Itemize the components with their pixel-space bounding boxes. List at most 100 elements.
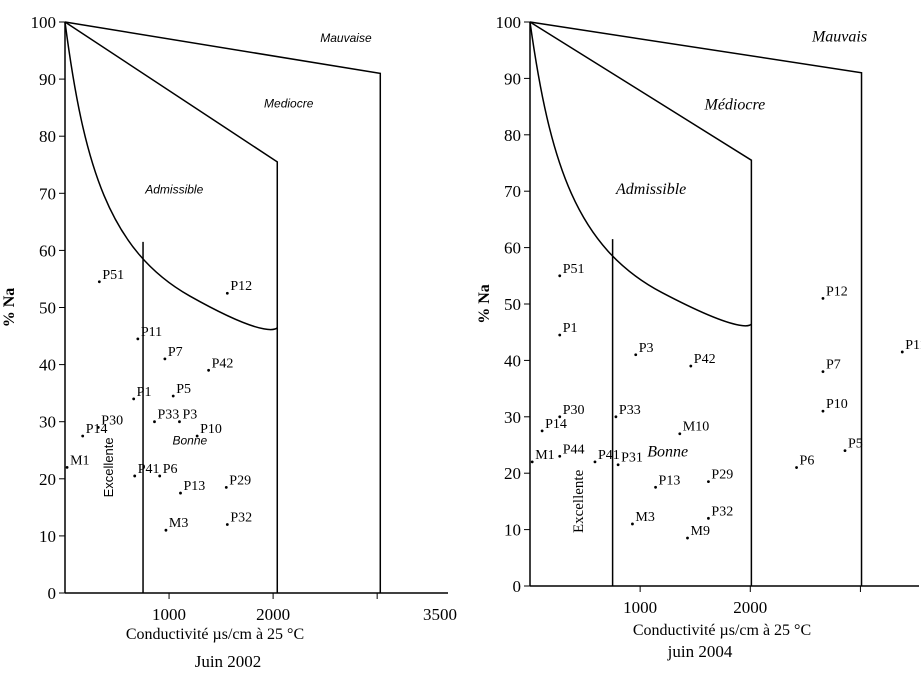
mediocre-boundary <box>64 21 279 593</box>
y-tick-label: 30 <box>39 413 56 432</box>
data-point-label: P5 <box>848 437 863 452</box>
data-point-label: M3 <box>169 516 188 531</box>
data-point-label: P44 <box>563 442 585 457</box>
data-point <box>171 394 175 398</box>
data-point-label: P14 <box>545 417 567 432</box>
data-point-label: P13 <box>184 479 206 494</box>
data-point <box>654 485 657 489</box>
y-axis-label: % Na <box>476 284 493 324</box>
mediocre-boundary <box>529 21 753 586</box>
data-point-label: P12 <box>826 284 848 299</box>
y-tick-label: 60 <box>39 241 56 260</box>
data-point <box>821 409 825 413</box>
y-tick-label: 40 <box>504 351 521 370</box>
data-point-label: P1 <box>563 321 578 336</box>
data-point <box>195 434 199 438</box>
y-tick-label: 30 <box>504 408 521 427</box>
data-point-label: P7 <box>168 345 183 360</box>
data-point <box>614 415 618 419</box>
data-point-label: P13 <box>659 473 681 488</box>
y-tick-label: 0 <box>513 577 522 596</box>
data-point <box>207 368 210 372</box>
y-tick-label: 40 <box>39 356 56 375</box>
data-point-label: P14 <box>86 422 108 437</box>
x-axis-label: Conductivité µs/cm à 25 °C <box>633 622 811 639</box>
y-tick-label: 80 <box>504 126 521 145</box>
y-tick-label: 20 <box>504 464 521 483</box>
y-tick-label: 50 <box>39 299 56 318</box>
data-point-label: P3 <box>639 341 654 356</box>
data-point-label: P7 <box>826 358 841 373</box>
data-point <box>97 280 101 284</box>
data-point-label: M1 <box>70 453 89 468</box>
data-point <box>795 466 798 469</box>
data-point <box>558 274 562 278</box>
data-point-label: P51 <box>563 262 585 277</box>
x-tick-label: 2000 <box>733 598 767 617</box>
y-tick-label: 100 <box>496 13 522 32</box>
x-axis-label: Conductivité µs/cm à 25 °C <box>126 626 304 643</box>
y-tick-label: 90 <box>39 70 56 89</box>
zone-label: Mediocre <box>264 97 314 111</box>
data-point <box>163 357 167 361</box>
data-point <box>179 491 182 495</box>
data-point-label: P10 <box>200 422 222 437</box>
zone-label: Admissible <box>615 181 686 198</box>
data-point <box>81 434 85 438</box>
data-point-label: P41 <box>598 448 620 463</box>
admissible-boundary <box>64 21 278 331</box>
data-point-label: M3 <box>635 510 654 525</box>
zone-label: Bonne <box>173 434 208 448</box>
zone-label: Médiocre <box>704 96 766 113</box>
data-point <box>843 449 847 453</box>
chart-title: Juin 2002 <box>195 652 262 671</box>
data-point-label: P11 <box>905 338 921 353</box>
data-point-label: P33 <box>619 403 641 418</box>
admissible-boundary <box>529 21 753 327</box>
x-tick-label: 1000 <box>623 598 657 617</box>
data-point-label: P11 <box>141 325 162 340</box>
y-tick-label: 70 <box>39 184 56 203</box>
zone-label: Mauvais <box>811 29 867 46</box>
data-point <box>96 426 100 429</box>
data-point <box>136 337 140 341</box>
y-tick-label: 70 <box>504 182 521 201</box>
data-point-label: P51 <box>102 268 124 283</box>
data-point <box>631 522 634 526</box>
data-point <box>133 474 137 478</box>
data-point <box>153 420 156 424</box>
data-point <box>225 523 229 526</box>
data-point <box>530 460 534 464</box>
chart-panel-2: 0 10 20 30 40 50 60 70 80 90 100 1000 2000 Mauvais Méd… <box>476 13 921 661</box>
data-point-label: P3 <box>182 408 197 423</box>
data-point-label: P30 <box>563 403 585 418</box>
data-point-label: P10 <box>826 397 848 412</box>
data-point-label: M9 <box>691 524 710 539</box>
zone-label: Excellente <box>101 437 116 497</box>
data-point <box>178 420 181 424</box>
zone-label: Mauvaise <box>320 31 372 45</box>
data-point <box>821 370 825 374</box>
y-axis-label: % Na <box>1 288 18 328</box>
data-point <box>707 516 710 520</box>
data-point <box>65 465 69 469</box>
data-point-label: P33 <box>157 408 179 423</box>
data-point <box>900 350 904 354</box>
data-point-label: P6 <box>800 454 815 469</box>
y-tick-label: 80 <box>39 127 56 146</box>
zone-label: Excellente <box>571 469 587 533</box>
mauvaise-boundary <box>64 21 382 593</box>
y-tick-label: 10 <box>504 521 521 540</box>
chart-title: juin 2004 <box>667 642 733 661</box>
data-point-label: M1 <box>535 448 554 463</box>
data-point <box>634 353 638 357</box>
data-point-label: P32 <box>230 510 252 525</box>
y-tick-label: 0 <box>48 584 57 603</box>
data-point-label: P31 <box>621 451 643 466</box>
data-point <box>558 415 562 419</box>
data-point-label: P12 <box>230 279 252 294</box>
data-point <box>686 536 689 540</box>
data-point <box>593 460 597 464</box>
data-point-label: P30 <box>101 413 123 428</box>
